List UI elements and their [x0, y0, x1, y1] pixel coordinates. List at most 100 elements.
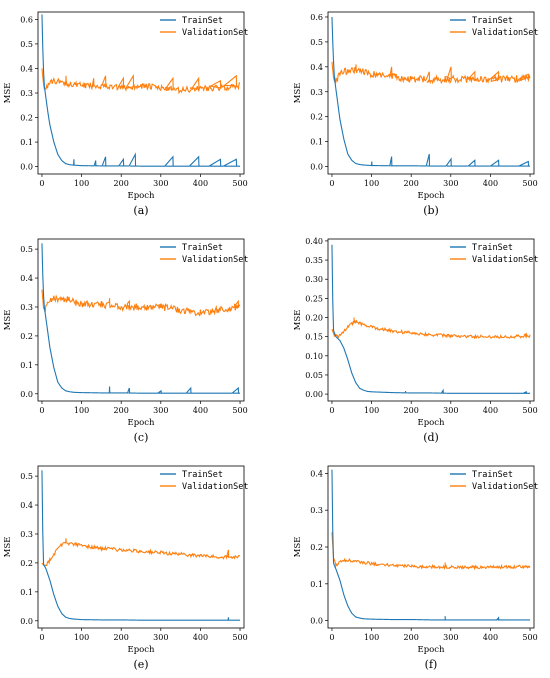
y-tick-label: 0.1 — [310, 580, 323, 589]
y-tick-label: 0.2 — [20, 114, 33, 123]
y-axis-label: MSE — [3, 310, 13, 331]
x-tick-label: 200 — [404, 179, 419, 188]
x-tick-label: 0 — [39, 406, 44, 415]
x-tick-label: 400 — [483, 633, 498, 642]
trainset-line — [41, 243, 241, 394]
y-tick-label: 0.05 — [305, 371, 323, 380]
y-tick-label: 0.1 — [20, 138, 33, 147]
y-tick-label: 0.3 — [310, 88, 323, 97]
x-tick-label: 500 — [522, 633, 537, 642]
legend-trainset-label: TrainSet — [472, 243, 513, 253]
x-tick-label: 100 — [74, 406, 89, 415]
chart-panel: 0 100 200 300 400 500 0.0 0.1 0.2 0.3 0.4 0.5 Epoch M… — [3, 465, 249, 671]
x-tick-label: 300 — [443, 633, 458, 642]
legend-validationset-label: ValidationSet — [182, 255, 249, 265]
plot-frame — [327, 11, 535, 175]
x-tick-label: 0 — [329, 406, 334, 415]
y-tick-label: 0.25 — [305, 294, 323, 303]
x-tick-label: 0 — [329, 179, 334, 188]
x-axis-label: Epoch — [128, 191, 156, 201]
plot-frame — [37, 465, 245, 629]
x-tick-label: 200 — [114, 179, 129, 188]
x-tick-label: 400 — [193, 179, 208, 188]
x-tick-label: 300 — [153, 406, 168, 415]
y-tick-label: 0.3 — [20, 303, 33, 312]
plot-frame — [327, 238, 535, 402]
y-tick-label: 0.2 — [310, 113, 323, 122]
legend-trainset-label: TrainSet — [182, 16, 223, 26]
chart-panel: 0 100 200 300 400 500 0.0 0.1 0.2 0.3 0.4 Epoch MSE T… — [293, 465, 539, 671]
legend-trainset-label: TrainSet — [182, 243, 223, 253]
x-tick-label: 0 — [329, 633, 334, 642]
y-tick-label: 0.15 — [305, 333, 323, 342]
panel-caption: (c) — [134, 431, 149, 444]
y-tick-label: 0.35 — [305, 256, 323, 265]
x-tick-label: 200 — [404, 406, 419, 415]
y-tick-label: 0.5 — [20, 40, 33, 49]
y-tick-label: 0.0 — [20, 617, 33, 626]
y-tick-label: 0.5 — [310, 38, 323, 47]
x-tick-label: 400 — [193, 406, 208, 415]
y-tick-label: 0.0 — [310, 163, 323, 172]
x-tick-label: 100 — [74, 179, 89, 188]
x-tick-label: 300 — [153, 179, 168, 188]
y-tick-label: 0.1 — [310, 138, 323, 147]
plot-frame — [37, 238, 245, 402]
y-tick-label: 0.5 — [20, 245, 33, 254]
validationset-line — [41, 289, 241, 317]
y-axis-label: MSE — [3, 83, 13, 104]
y-tick-label: 0.4 — [310, 63, 323, 72]
y-tick-label: 0.3 — [20, 89, 33, 98]
trainset-line — [41, 470, 241, 621]
validationset-line — [41, 68, 241, 95]
y-tick-label: 0.6 — [20, 15, 33, 24]
y-tick-label: 0.1 — [20, 361, 33, 370]
legend-trainset-label: TrainSet — [182, 470, 223, 480]
panel-caption: (f) — [425, 658, 438, 671]
validationset-line — [331, 61, 531, 85]
validationset-line — [41, 538, 241, 567]
x-tick-label: 400 — [483, 406, 498, 415]
legend-trainset-label: TrainSet — [472, 16, 513, 26]
y-tick-label: 0.0 — [20, 390, 33, 399]
chart-panel: 0 100 200 300 400 500 0.0 0.1 0.2 0.3 0.4 0.5 Epoch M… — [3, 238, 249, 444]
y-tick-label: 0.00 — [305, 390, 323, 399]
y-axis-label: MSE — [3, 537, 13, 558]
y-axis-label: MSE — [293, 537, 303, 558]
y-tick-label: 0.3 — [310, 506, 323, 515]
x-tick-label: 500 — [522, 406, 537, 415]
x-axis-label: Epoch — [418, 645, 446, 655]
y-tick-label: 0.40 — [305, 237, 323, 246]
x-tick-label: 0 — [39, 633, 44, 642]
trainset-line — [331, 469, 531, 621]
y-tick-label: 0.3 — [20, 530, 33, 539]
y-tick-label: 0.5 — [20, 472, 33, 481]
x-tick-label: 300 — [153, 633, 168, 642]
y-tick-label: 0.4 — [20, 274, 33, 283]
legend-validationset-label: ValidationSet — [472, 255, 539, 265]
trainset-line — [331, 244, 531, 394]
y-tick-label: 0.4 — [310, 469, 323, 478]
legend-validationset-label: ValidationSet — [182, 28, 249, 38]
y-tick-label: 0.10 — [305, 352, 323, 361]
legend-validationset-label: ValidationSet — [472, 482, 539, 492]
y-tick-label: 0.30 — [305, 275, 323, 284]
chart-panel: 0 100 200 300 400 500 0.0 0.1 0.2 0.3 0.4 0.5 0.6 Epo… — [293, 11, 539, 217]
panel-caption: (b) — [423, 204, 439, 217]
y-tick-label: 0.0 — [20, 163, 33, 172]
x-tick-label: 200 — [114, 633, 129, 642]
legend-validationset-label: ValidationSet — [182, 482, 249, 492]
panel-caption: (d) — [423, 431, 439, 444]
x-tick-label: 100 — [364, 406, 379, 415]
y-tick-label: 0.20 — [305, 314, 323, 323]
y-axis-label: MSE — [293, 310, 303, 331]
x-tick-label: 300 — [443, 179, 458, 188]
trainset-line — [41, 14, 241, 167]
chart-panel: 0 100 200 300 400 500 0.00 0.05 0.10 0.15 0.20 0.25… — [293, 237, 539, 444]
x-tick-label: 100 — [364, 633, 379, 642]
x-tick-label: 100 — [364, 179, 379, 188]
x-axis-label: Epoch — [128, 418, 156, 428]
validationset-line — [331, 317, 531, 340]
trainset-line — [331, 16, 531, 167]
y-tick-label: 0.4 — [20, 64, 33, 73]
